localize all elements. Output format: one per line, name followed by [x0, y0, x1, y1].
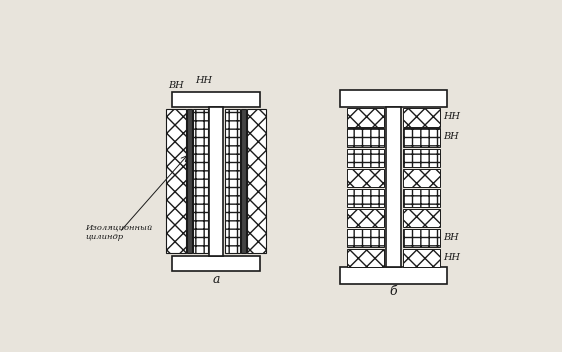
Bar — [210, 107, 223, 256]
Text: Изоляционный
цилиндр: Изоляционный цилиндр — [85, 224, 153, 241]
Bar — [247, 109, 266, 253]
Bar — [347, 249, 384, 267]
Bar — [166, 109, 185, 253]
Bar — [187, 109, 192, 253]
Bar — [347, 169, 384, 187]
Text: НН: НН — [196, 76, 212, 86]
Bar — [347, 208, 384, 227]
Text: НН: НН — [443, 112, 461, 121]
Bar — [403, 169, 439, 187]
Bar — [403, 249, 439, 267]
Bar — [403, 149, 439, 167]
Bar — [241, 109, 246, 253]
Text: б: б — [389, 285, 397, 298]
Text: НН: НН — [443, 253, 461, 262]
Bar — [386, 107, 401, 267]
Bar — [339, 90, 447, 107]
Bar — [403, 128, 439, 147]
Bar — [339, 267, 447, 284]
Text: ВН: ВН — [443, 132, 459, 142]
Bar — [172, 92, 260, 107]
Bar — [403, 189, 439, 207]
Bar — [172, 256, 260, 271]
Bar — [403, 108, 439, 127]
Text: а: а — [212, 274, 220, 286]
Bar — [225, 109, 241, 253]
Bar — [347, 228, 384, 247]
Text: ВН: ВН — [168, 81, 184, 90]
Bar — [347, 108, 384, 127]
Bar — [193, 109, 208, 253]
Bar — [403, 208, 439, 227]
Bar — [347, 149, 384, 167]
Text: ВН: ВН — [443, 233, 459, 241]
Bar — [403, 228, 439, 247]
Bar — [347, 189, 384, 207]
Bar — [347, 128, 384, 147]
